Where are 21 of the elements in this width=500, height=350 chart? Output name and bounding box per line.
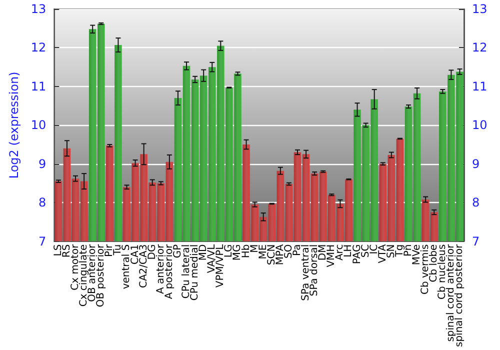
y2-tick-label: 12 (472, 40, 488, 55)
y-tick-label: 11 (30, 79, 46, 94)
x-tick-label: Tg (394, 244, 406, 258)
x-tick-label: OB posterior (96, 243, 107, 308)
x-tick-label: A posterior (164, 243, 175, 300)
x-tick-label: RS (61, 244, 72, 258)
y2-tick-label: 7 (472, 234, 480, 248)
y2-tick-label: 11 (472, 79, 488, 94)
y-tick-label: 9 (38, 156, 46, 171)
x-tick-label: GP (172, 244, 184, 258)
y-axis-title: Log2 (expression) (7, 72, 21, 179)
y2-tick-label: 9 (472, 156, 480, 171)
y2-tick-label: 8 (472, 196, 480, 210)
y-tick-label: 7 (38, 234, 46, 248)
y2-tick-label: 13 (472, 2, 488, 16)
y-tick-label: 8 (38, 196, 46, 210)
y-tick-label: 13 (30, 2, 46, 16)
x-tick-label: DG (146, 244, 158, 260)
y-tick-label: 10 (30, 118, 46, 132)
y2-tick-label: 10 (472, 118, 488, 132)
y-tick-label: 12 (30, 40, 46, 55)
